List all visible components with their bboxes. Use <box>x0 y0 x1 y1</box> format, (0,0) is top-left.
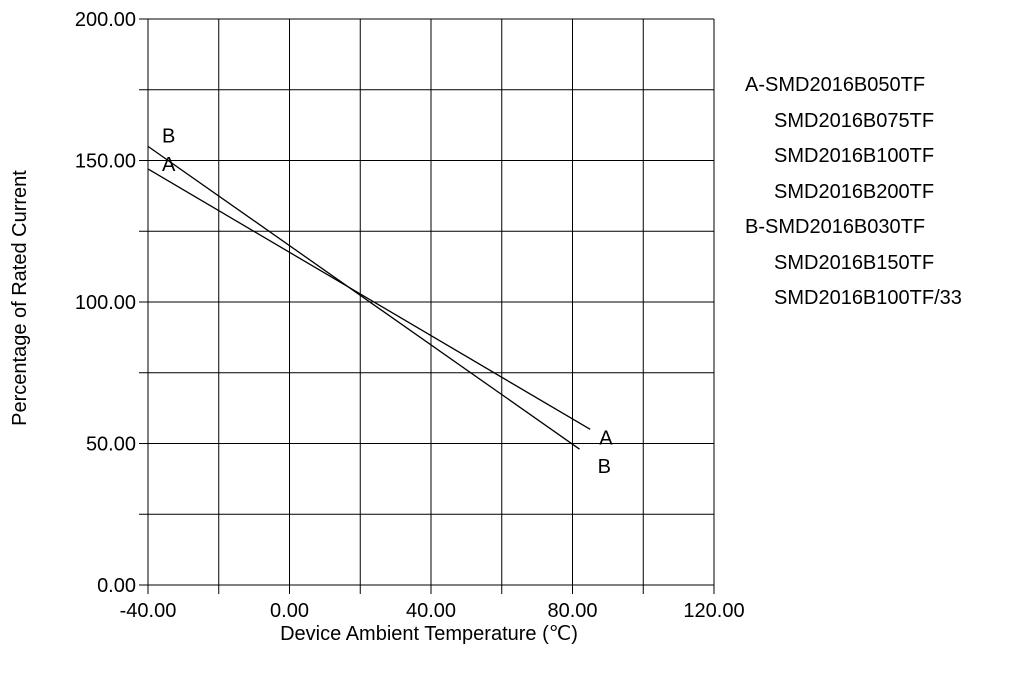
y-tick-label: 200.00 <box>75 9 136 31</box>
y-axis-title: Percentage of Rated Current <box>9 170 31 426</box>
legend-item: SMD2016B150TF <box>774 251 935 274</box>
x-axis-title: Device Ambient Temperature (℃) <box>280 623 578 645</box>
legend-item: SMD2016B100TF/33 <box>774 287 962 309</box>
legend-item: SMD2016B075TF <box>774 109 935 132</box>
legend-item: B-SMD2016B030TF <box>745 216 926 238</box>
y-tick-label: 0.00 <box>97 575 136 597</box>
x-tick-label: -40.00 <box>120 600 177 622</box>
series-label-b-start: B <box>162 125 175 147</box>
legend-item: SMD2016B200TF <box>774 180 935 203</box>
series-label-a-end: A <box>599 427 613 449</box>
x-tick-label: 80.00 <box>547 600 597 622</box>
legend: A-SMD2016B050TF SMD2016B075TF SMD2016B10… <box>745 68 962 317</box>
y-tick-label: 150.00 <box>75 151 136 173</box>
legend-item: SMD2016B100TF <box>774 145 935 167</box>
series-line-b <box>147 145 580 450</box>
x-tick-label: 40.00 <box>406 600 456 622</box>
series-label-b-end: B <box>598 456 611 478</box>
x-tick-label: 120.00 <box>683 600 744 622</box>
y-tick-label: 50.00 <box>86 434 136 456</box>
legend-item: A-SMD2016B050TF <box>745 74 926 96</box>
series-line-a <box>147 168 591 430</box>
series-label-a-start: A <box>162 154 176 176</box>
y-tick-label: 100.00 <box>75 292 136 314</box>
x-tick-label: 0.00 <box>270 600 309 622</box>
